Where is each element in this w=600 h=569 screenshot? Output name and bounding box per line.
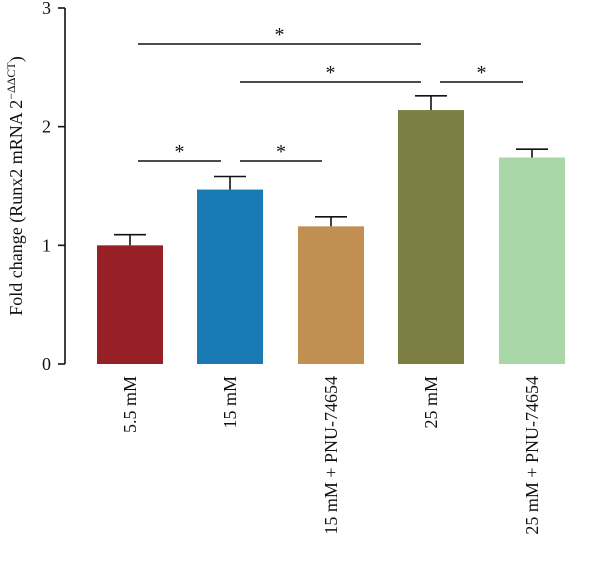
significance-star: *: [326, 62, 336, 84]
significance-star: *: [276, 141, 286, 163]
bar: [97, 245, 163, 364]
significance-star: *: [275, 24, 285, 46]
y-tick-label: 0: [42, 354, 51, 374]
significance-star: *: [477, 62, 487, 84]
significance-star: *: [175, 141, 185, 163]
bars: [97, 110, 565, 364]
y-axis-label: Fold change (Runx2 mRNA 2−ΔΔCT): [4, 56, 27, 316]
x-category-label: 5.5 mM: [120, 376, 140, 433]
x-category-label: 25 mM: [421, 376, 441, 429]
y-tick-label: 3: [42, 0, 51, 18]
bar: [398, 110, 464, 364]
bar: [499, 157, 565, 364]
significance-brackets: * * * * *: [138, 24, 523, 163]
x-axis-category-labels: 5.5 mM 15 mM 15 mM + PNU-74654 25 mM 25 mM +…: [120, 376, 542, 535]
x-category-label: 15 mM: [220, 376, 240, 429]
y-tick-label: 1: [42, 235, 51, 255]
bar: [298, 226, 364, 364]
error-bars: [114, 95, 548, 246]
x-category-label: 15 mM + PNU-74654: [321, 376, 341, 535]
y-tick-label: 2: [42, 117, 51, 137]
x-category-label: 25 mM + PNU-74654: [522, 376, 542, 535]
y-axis: 0 1 2 3: [42, 0, 66, 374]
bar: [197, 189, 263, 364]
